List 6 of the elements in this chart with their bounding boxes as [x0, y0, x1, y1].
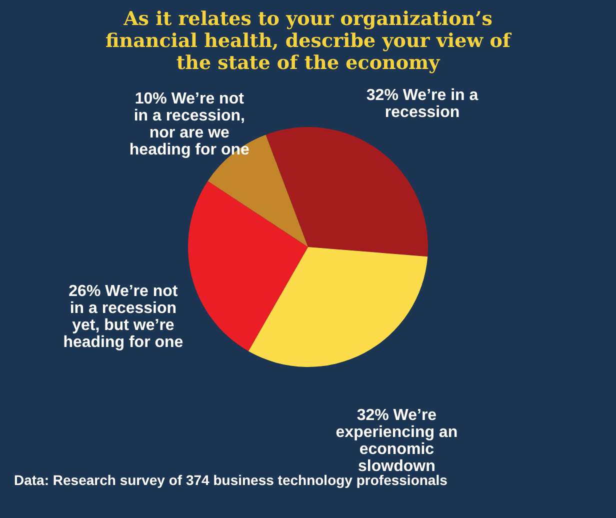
pie-slice — [248, 247, 428, 367]
pie-slice — [266, 127, 428, 257]
slice-label: 32% We’re in a recession — [366, 87, 478, 122]
chart-title: As it relates to your organization’s financial health, describe your view of the state of the economy — [105, 8, 512, 74]
slice-label: 26% We’re not in a recession yet, but we’re heading for one — [63, 283, 184, 352]
pie-slice — [188, 180, 308, 352]
